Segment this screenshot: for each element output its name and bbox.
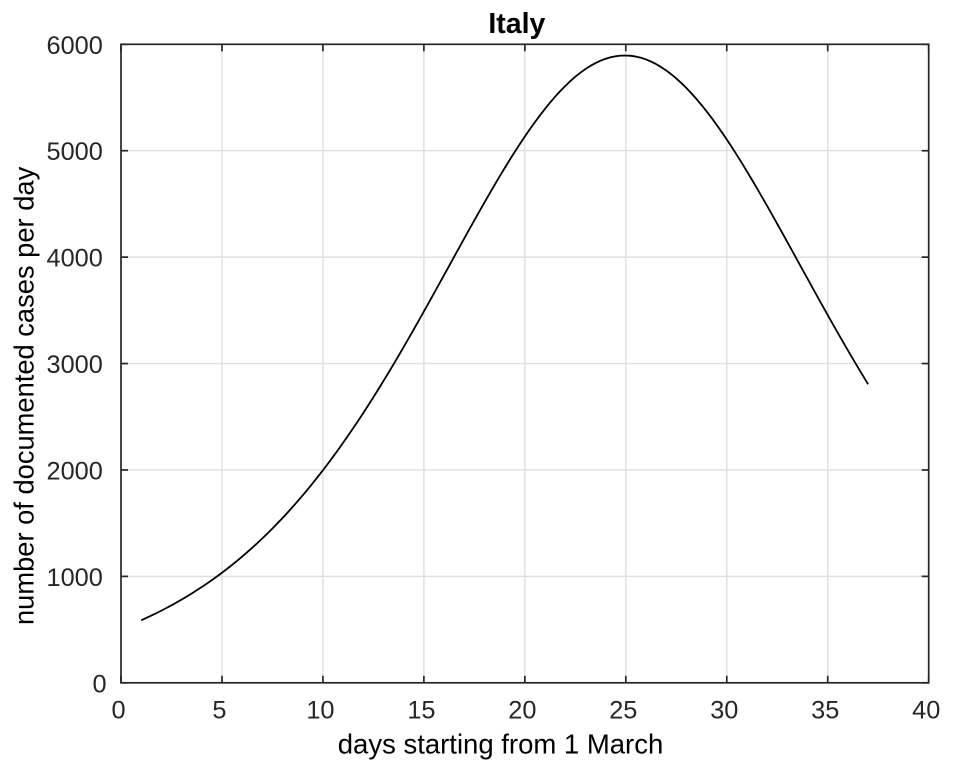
svg-text:0: 0: [111, 697, 125, 725]
svg-text:4000: 4000: [47, 245, 103, 273]
svg-text:5: 5: [212, 697, 226, 725]
svg-text:35: 35: [811, 697, 839, 725]
svg-text:15: 15: [407, 697, 435, 725]
svg-text:number of documented cases per: number of documented cases per day: [9, 166, 40, 625]
svg-text:3000: 3000: [47, 351, 103, 379]
svg-text:6000: 6000: [47, 32, 103, 60]
svg-text:25: 25: [609, 697, 637, 725]
svg-text:10: 10: [306, 697, 334, 725]
svg-text:1000: 1000: [47, 564, 103, 592]
svg-text:0: 0: [93, 670, 107, 698]
svg-text:20: 20: [508, 697, 536, 725]
svg-text:2000: 2000: [47, 457, 103, 485]
svg-text:Italy: Italy: [488, 8, 545, 40]
svg-text:40: 40: [912, 697, 940, 725]
svg-text:30: 30: [710, 697, 738, 725]
svg-text:days starting from 1 March: days starting from 1 March: [338, 728, 664, 759]
svg-text:5000: 5000: [47, 138, 103, 166]
